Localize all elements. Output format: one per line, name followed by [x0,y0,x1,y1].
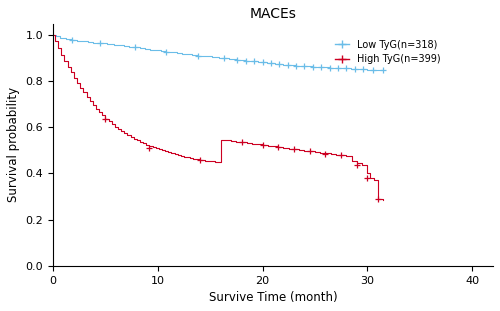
Title: MACEs: MACEs [250,7,296,21]
Y-axis label: Survival probability: Survival probability [7,87,20,202]
Legend: Low TyG(n=318), High TyG(n=399): Low TyG(n=318), High TyG(n=399) [330,36,444,68]
X-axis label: Survive Time (month): Survive Time (month) [208,291,338,304]
